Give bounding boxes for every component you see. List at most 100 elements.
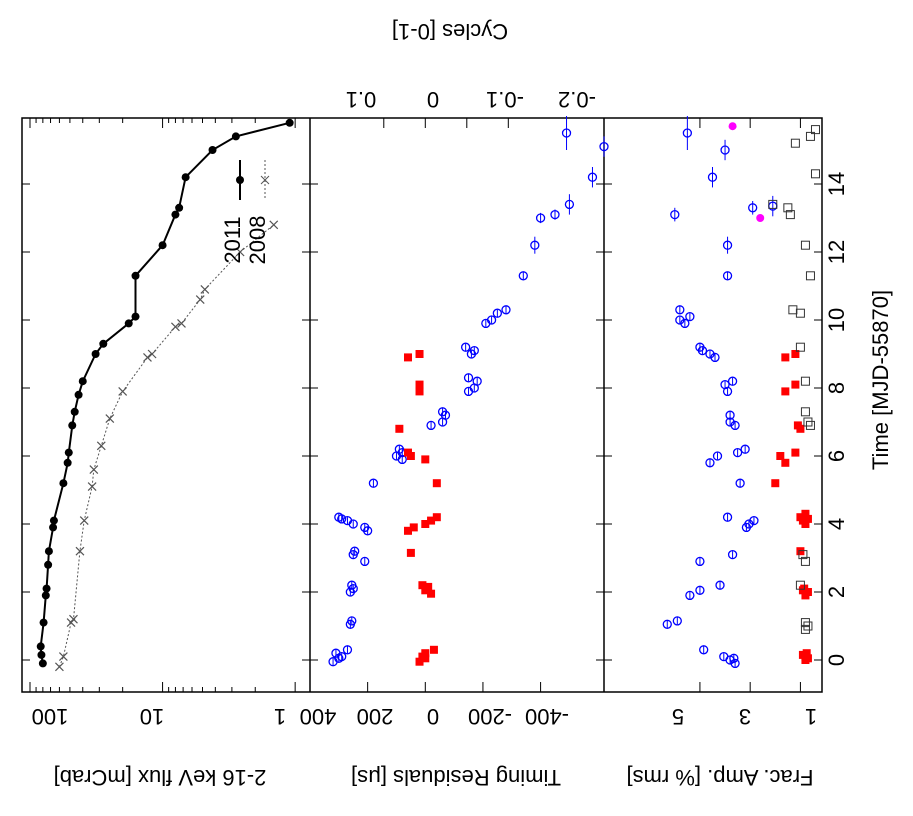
amplitude-point bbox=[800, 376, 810, 386]
residual-point bbox=[432, 479, 441, 488]
residual-point bbox=[421, 649, 430, 658]
data-point-2008 bbox=[105, 414, 115, 424]
amplitude-point bbox=[715, 580, 725, 590]
data-point-2011 bbox=[175, 203, 184, 212]
data-point-2008 bbox=[54, 662, 64, 672]
x-tick-label: 10 bbox=[824, 308, 849, 332]
data-point-2008 bbox=[58, 652, 68, 662]
residual-point bbox=[424, 582, 433, 591]
amplitude-point bbox=[805, 271, 815, 281]
residual-point bbox=[427, 516, 436, 525]
amplitude-point bbox=[732, 447, 743, 458]
amplitude-point bbox=[791, 350, 800, 358]
amplitude-point bbox=[796, 547, 805, 556]
amplitude-point bbox=[725, 410, 735, 420]
data-point-2011 bbox=[285, 118, 294, 127]
residual-point bbox=[342, 645, 353, 655]
amplitude-point bbox=[748, 203, 758, 213]
amplitude-point bbox=[672, 616, 682, 626]
amplitude-point bbox=[771, 479, 780, 488]
y2-tick-label: -0.2 bbox=[558, 87, 596, 112]
residual-point bbox=[535, 213, 546, 223]
amplitude-point bbox=[800, 240, 810, 250]
data-point-2011 bbox=[64, 448, 73, 457]
residual-point bbox=[360, 556, 370, 567]
legend-label-2011: 2011 bbox=[220, 216, 245, 263]
amplitude-point bbox=[670, 209, 680, 220]
y-tick-label: -400 bbox=[525, 704, 569, 729]
data-point-2008 bbox=[200, 284, 210, 294]
data-point-2011 bbox=[231, 132, 240, 141]
data-point-2011 bbox=[41, 591, 50, 600]
x-tick-label: 12 bbox=[824, 240, 849, 264]
residual-point bbox=[421, 455, 430, 464]
amplitude-point bbox=[790, 138, 800, 148]
y-tick-label: 0 bbox=[427, 704, 439, 729]
data-point-2011 bbox=[49, 516, 58, 525]
data-point-2011 bbox=[124, 319, 133, 328]
amplitude-point bbox=[768, 199, 778, 209]
residual-point bbox=[350, 546, 360, 556]
data-point-2011 bbox=[38, 659, 47, 668]
residual-point bbox=[334, 512, 344, 522]
data-point-2008 bbox=[69, 614, 78, 624]
data-point-2011 bbox=[131, 271, 140, 280]
data-point-2008 bbox=[79, 516, 89, 526]
data-point-2011 bbox=[44, 547, 53, 556]
amplitude-point bbox=[781, 387, 790, 396]
y-tick-label: -200 bbox=[468, 704, 512, 729]
y-tick-label: 5 bbox=[672, 704, 684, 729]
y-tick-label: 100 bbox=[32, 704, 69, 729]
y2-tick-label: 0 bbox=[427, 87, 439, 112]
residual-point bbox=[347, 580, 357, 590]
residual-point bbox=[394, 444, 405, 454]
residual-point bbox=[415, 350, 424, 358]
amplitude-point bbox=[800, 618, 810, 628]
amplitude-point bbox=[722, 512, 733, 522]
y-tick-label: 10 bbox=[140, 704, 164, 729]
amplitude-point bbox=[722, 271, 733, 281]
amplitude-point bbox=[785, 210, 795, 220]
residual-point bbox=[347, 616, 357, 626]
y2-tick-label: -0.1 bbox=[486, 87, 524, 112]
data-point-2011 bbox=[68, 421, 77, 430]
residual-point bbox=[492, 308, 503, 318]
amplitude-point bbox=[720, 379, 730, 390]
y-tick-label: 1 bbox=[274, 704, 286, 729]
residual-point bbox=[437, 407, 448, 417]
amplitude-point bbox=[805, 420, 815, 430]
data-point-2011 bbox=[36, 642, 45, 651]
amplitude-point bbox=[800, 556, 810, 566]
amplitude-point bbox=[749, 515, 759, 526]
amplitude-point bbox=[783, 203, 793, 213]
residual-point bbox=[342, 515, 353, 526]
data-point-2008 bbox=[89, 465, 99, 475]
amplitude-point bbox=[705, 349, 715, 359]
residual-point bbox=[406, 548, 415, 557]
data-point-2008 bbox=[147, 349, 157, 359]
data-point-2011 bbox=[74, 390, 83, 399]
amplitude-point bbox=[795, 308, 805, 318]
amplitude-point bbox=[798, 550, 808, 560]
y-tick-label: 1 bbox=[805, 704, 817, 729]
x-tick-label: 14 bbox=[824, 172, 849, 196]
residual-point bbox=[460, 342, 471, 352]
amplitude-point bbox=[796, 513, 805, 522]
amplitude-point bbox=[675, 315, 685, 325]
amplitude-point bbox=[800, 624, 810, 634]
data-point-2008 bbox=[170, 322, 180, 332]
amplitude-point bbox=[800, 407, 810, 417]
residual-point bbox=[463, 373, 474, 383]
amplitude-point bbox=[788, 305, 798, 315]
amplitude-point bbox=[802, 649, 811, 658]
amplitude-point bbox=[803, 417, 813, 427]
residual-point bbox=[426, 420, 436, 431]
data-point-2011 bbox=[39, 618, 48, 627]
x-tick-label: 2 bbox=[824, 586, 849, 598]
x-tick-label: 4 bbox=[824, 518, 849, 530]
data-point-2011 bbox=[37, 650, 46, 659]
amplitude-point bbox=[699, 645, 709, 655]
amplitude-point bbox=[740, 444, 750, 454]
amplitude-point bbox=[729, 653, 739, 663]
